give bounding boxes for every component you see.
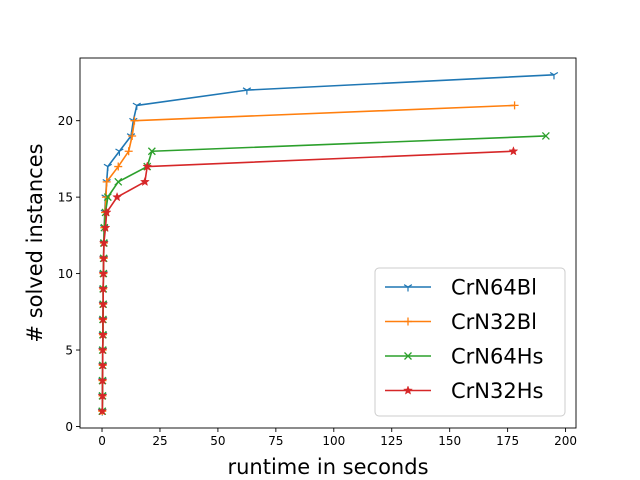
x-tick-label: 100 [322, 434, 345, 448]
data-point [101, 207, 112, 217]
x-tick-label: 150 [438, 434, 461, 448]
y-tick-label: 15 [58, 191, 73, 205]
y-tick-label: 20 [58, 114, 73, 128]
x-tick-label: 200 [554, 434, 577, 448]
x-tick-label: 175 [496, 434, 519, 448]
y-tick-label: 10 [58, 267, 73, 281]
legend: CrN64Bl CrN32Bl CrN64Hs CrN32Hs [374, 267, 566, 417]
data-point [404, 352, 412, 360]
data-point [100, 222, 111, 232]
data-point [98, 237, 109, 248]
x-axis-title: runtime in seconds [227, 455, 428, 479]
plot-frame [79, 57, 577, 429]
data-point [112, 191, 123, 202]
x-tick-label: 75 [268, 434, 283, 448]
axes-layer: 0 25 50 75 100 125 150 175 200 0 5 10 15 20 [58, 57, 577, 448]
data-point [98, 283, 109, 294]
data-point [130, 116, 139, 125]
data-point [242, 87, 252, 95]
data-point [132, 102, 141, 110]
data-point [139, 176, 150, 187]
data-point [102, 177, 111, 186]
legend-label: CrN32Bl [451, 310, 537, 334]
x-tick-label: 0 [98, 434, 106, 448]
series-CrN32Hs [97, 146, 519, 416]
data-point [142, 161, 153, 171]
data-point [114, 162, 123, 171]
y-axis-title: # solved instances [23, 143, 47, 342]
y-tick-label: 0 [65, 420, 73, 434]
y-tick-label: 5 [65, 344, 73, 358]
data-point [124, 147, 133, 156]
x-tick-label: 50 [210, 434, 225, 448]
data-point [508, 146, 519, 156]
legend-entry: CrN32Hs [385, 379, 543, 403]
data-point [98, 268, 109, 278]
legend-label: CrN64Bl [451, 276, 537, 300]
data-point [97, 344, 108, 355]
series-line [101, 150, 514, 412]
data-point [97, 360, 108, 370]
x-tick-label: 25 [152, 434, 167, 448]
data-point [97, 405, 108, 416]
data-point [510, 101, 519, 110]
data-point [403, 385, 413, 395]
data-point [97, 329, 108, 339]
legend-entry: CrN32Bl [385, 310, 537, 334]
data-point [98, 253, 109, 263]
legend-label: CrN64Hs [451, 345, 543, 369]
data-point [404, 317, 412, 326]
data-point [403, 284, 413, 292]
data-point [103, 193, 112, 202]
series-layer [97, 72, 559, 416]
data-point [128, 131, 137, 140]
data-point [549, 72, 559, 80]
data-point [114, 177, 123, 186]
data-point [541, 132, 550, 140]
data-point [147, 147, 156, 156]
legend-entry: CrN64Bl [385, 276, 537, 300]
x-tick-label: 125 [380, 434, 403, 448]
legend-entry: CrN64Hs [385, 345, 543, 369]
data-point [103, 163, 113, 172]
data-point [115, 148, 124, 156]
legend-label: CrN32Hs [451, 379, 543, 403]
data-point [97, 390, 108, 401]
data-point [98, 298, 109, 309]
data-point [97, 375, 108, 385]
legend-box [374, 267, 566, 417]
data-point [97, 314, 108, 324]
